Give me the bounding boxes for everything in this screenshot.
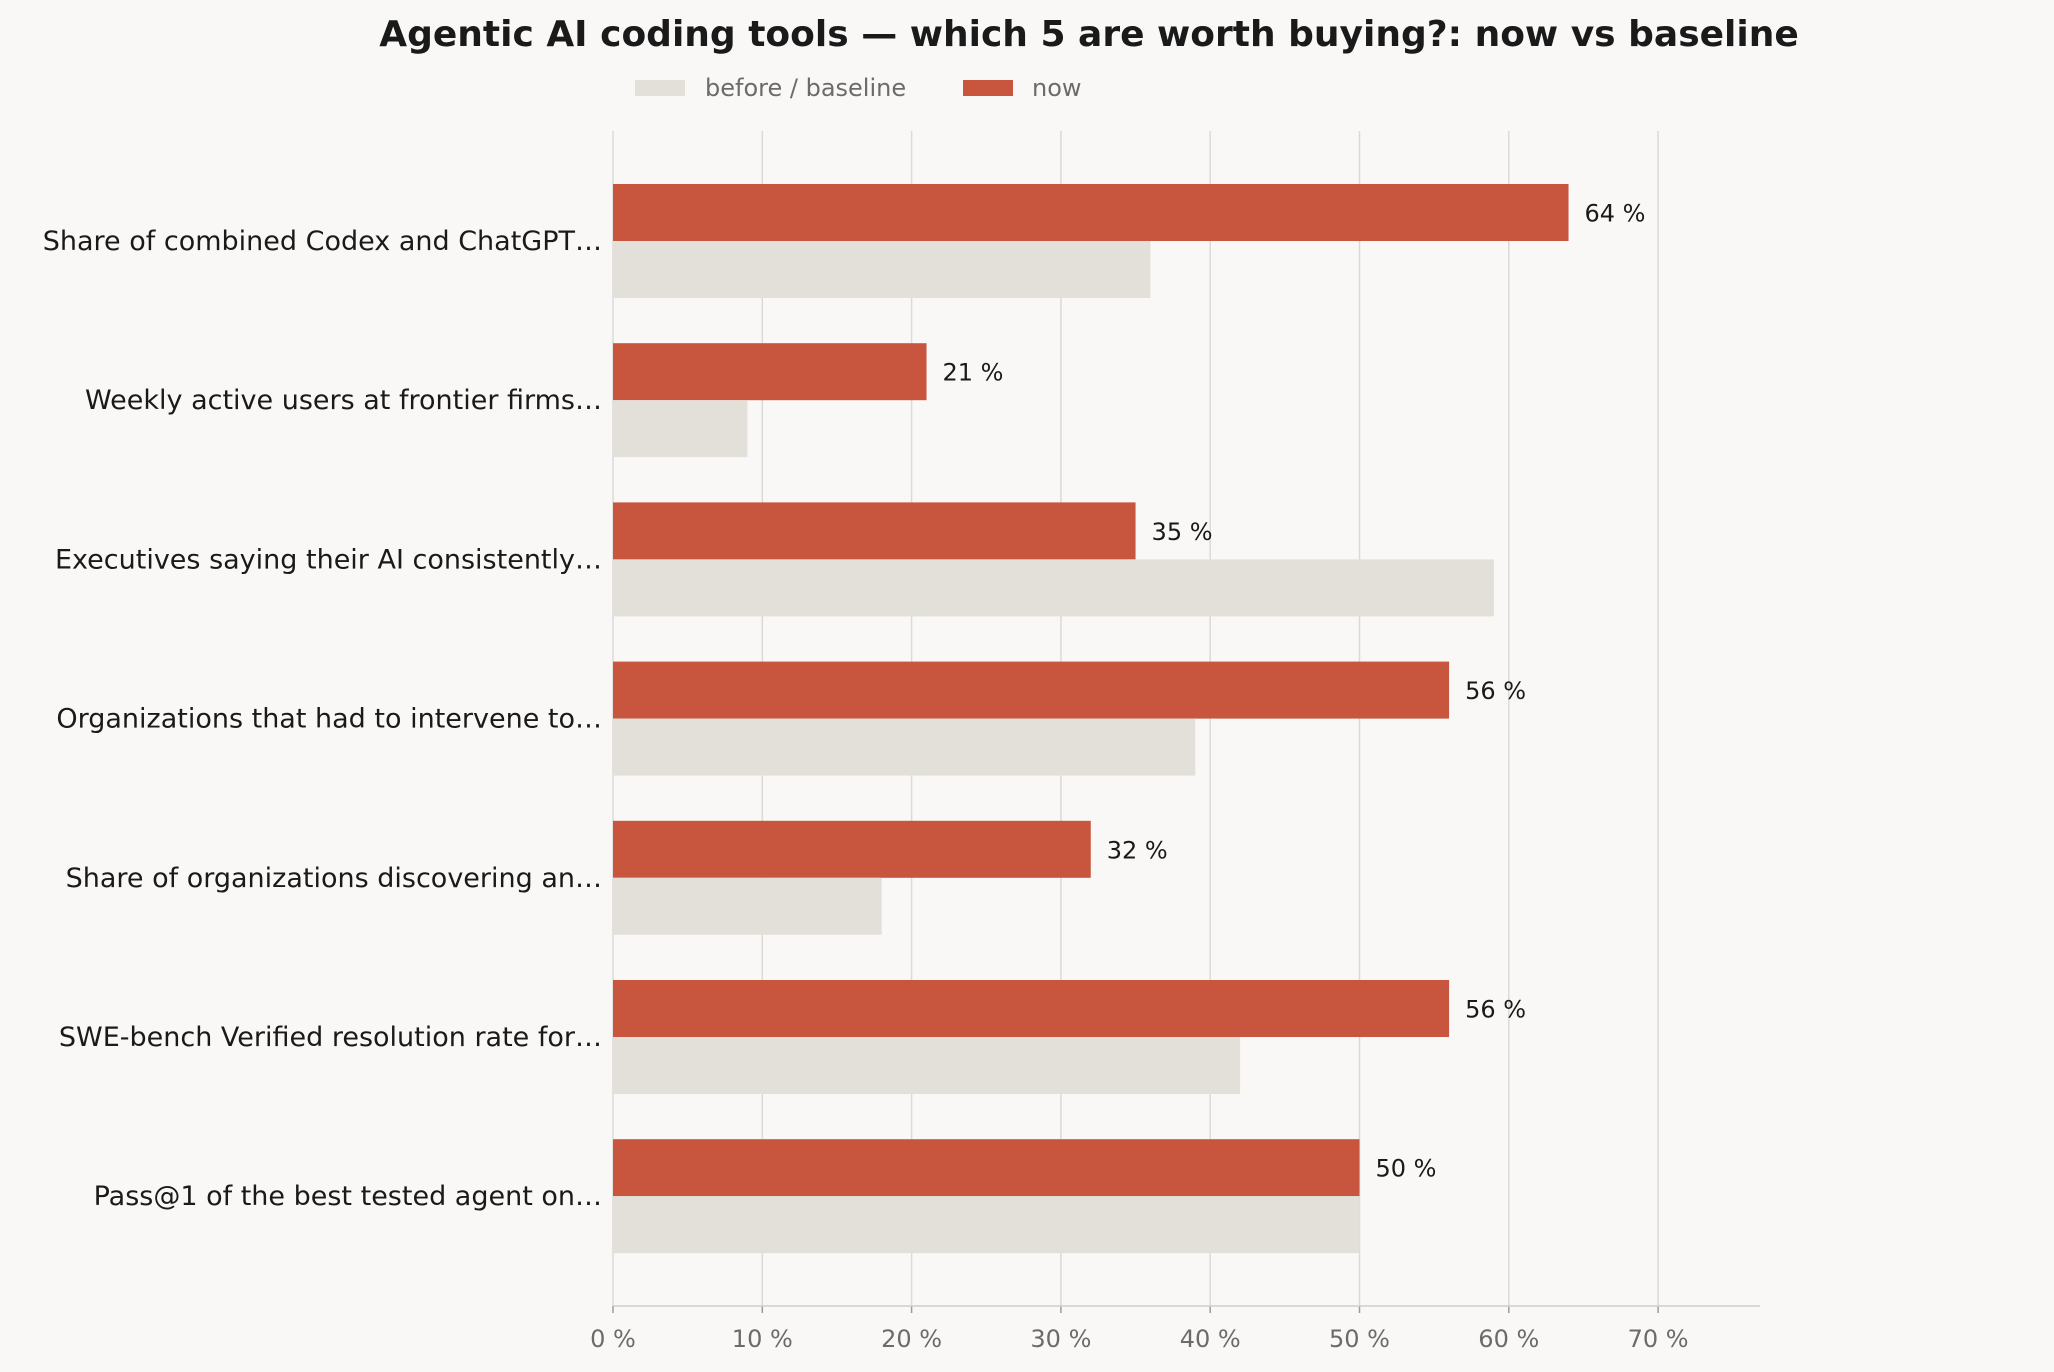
value-label: 32 %: [1107, 836, 1168, 864]
value-label: 56 %: [1465, 677, 1526, 705]
category-label: Executives saying their AI consistently…: [55, 544, 602, 575]
x-tick-label: 10 %: [732, 1325, 793, 1353]
x-tick-label: 0 %: [590, 1325, 636, 1353]
x-tick-label: 40 %: [1180, 1325, 1241, 1353]
bar-baseline: [613, 241, 1151, 298]
legend-swatch: [635, 80, 685, 96]
bar-now: [613, 661, 1450, 719]
value-label: 50 %: [1376, 1155, 1437, 1183]
bar-now: [613, 184, 1569, 241]
value-label: 35 %: [1152, 518, 1213, 546]
bar-now: [613, 980, 1450, 1037]
bar-baseline: [613, 1196, 1360, 1254]
bar-baseline: [613, 877, 882, 935]
legend-label: before / baseline: [705, 74, 906, 102]
bar-now: [613, 820, 1091, 878]
value-label: 56 %: [1465, 996, 1526, 1024]
bar-baseline: [613, 718, 1196, 776]
category-label: Share of organizations discovering an…: [66, 863, 602, 894]
category-label: Organizations that had to intervene to…: [56, 704, 602, 735]
bar-baseline: [613, 1037, 1241, 1094]
x-axis: 0 % 10 % 20 % 30 % 40 % 50 % 60 % 70 %: [590, 1305, 1760, 1353]
x-tick-label: 50 %: [1329, 1325, 1390, 1353]
legend-label: now: [1032, 74, 1082, 102]
category-label: Share of combined Codex and ChatGPT…: [43, 226, 602, 257]
bar-baseline: [613, 400, 748, 458]
x-tick-label: 60 %: [1478, 1325, 1539, 1353]
value-labels: 64 % 21 % 35 % 56 % 32 % 56 % 50 %: [943, 200, 1646, 1183]
x-tick-label: 20 %: [881, 1325, 942, 1353]
legend: before / baseline now: [635, 74, 1082, 102]
bar-now: [613, 502, 1136, 560]
bars: [613, 184, 1569, 1254]
category-label: Pass@1 of the best tested agent on…: [94, 1181, 602, 1212]
x-tick-label: 70 %: [1628, 1325, 1689, 1353]
x-tick-label: 30 %: [1030, 1325, 1091, 1353]
bar-baseline: [613, 559, 1494, 617]
bar-now: [613, 1139, 1360, 1197]
category-label: SWE-bench Verified resolution rate for…: [59, 1022, 602, 1053]
bar-now: [613, 343, 927, 401]
category-labels: Share of combined Codex and ChatGPT… Week…: [43, 226, 602, 1212]
legend-swatch: [963, 80, 1013, 96]
value-label: 21 %: [943, 359, 1004, 387]
chart-title: Agentic AI coding tools — which 5 are wo…: [379, 14, 1799, 55]
category-label: Weekly active users at frontier firms…: [85, 385, 602, 416]
value-label: 64 %: [1585, 200, 1646, 228]
